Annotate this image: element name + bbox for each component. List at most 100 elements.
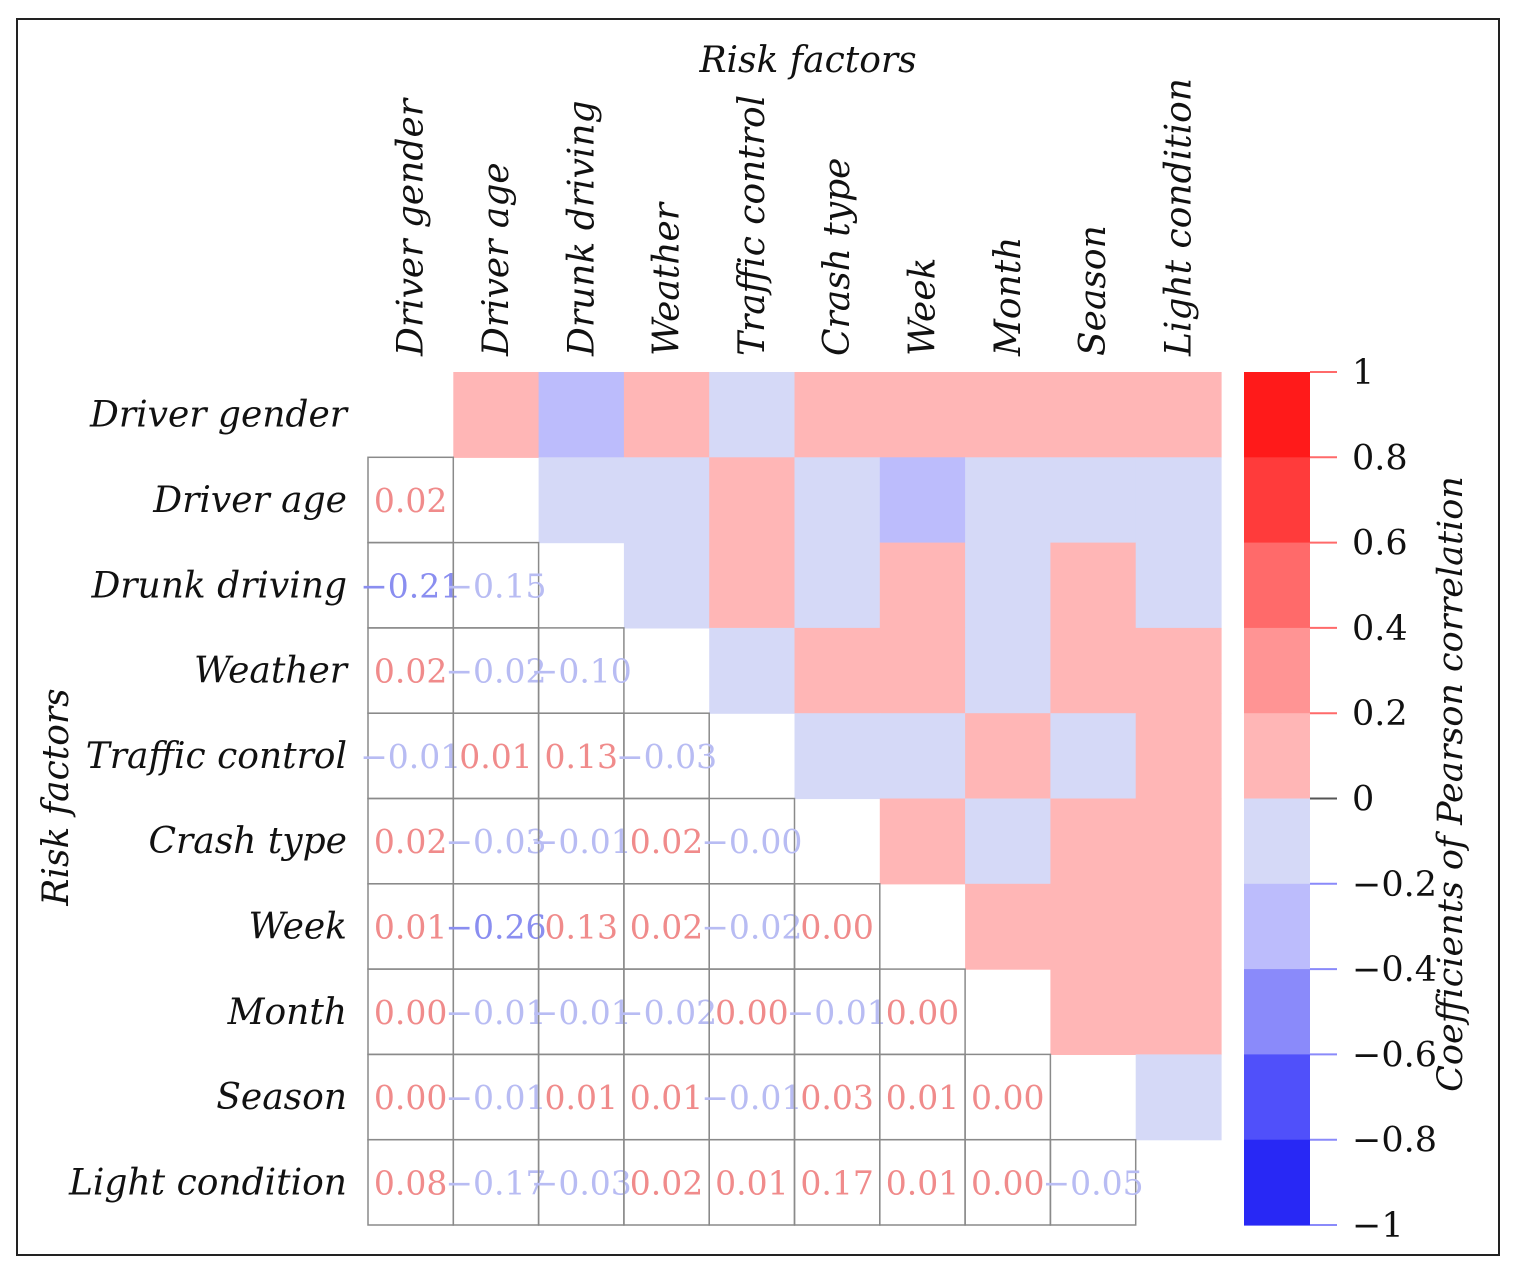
value-label: −0.03 [445,822,546,861]
row-label-drunk-driving: Drunk driving [90,565,347,606]
value-label: 0.01 [886,1163,959,1202]
value-label: 0.00 [800,907,873,946]
column-label-driver-gender: Driver gender [391,97,432,357]
heatmap-cell-crash-type-season [1050,798,1137,885]
heatmap-cell-driver-gender-crash-type [794,372,881,458]
heatmap-cell-drunk-driving-light-condition [1135,542,1222,629]
colorbar-tick-label: −0.8 [1352,1121,1437,1161]
value-label: −0.01 [531,822,632,861]
heatmap-cell-week-season [1050,883,1137,970]
value-label: 0.02 [374,481,447,520]
row-label-driver-gender: Driver gender [89,395,349,436]
column-label-weather: Weather [647,201,688,356]
value-label: −0.02 [445,652,546,691]
colorbar-tick-label: 0.4 [1352,609,1408,649]
value-label: 0.01 [374,907,447,946]
heatmap-cell-driver-age-season [1050,457,1137,544]
value-label: 0.03 [800,1078,873,1117]
heatmap-cell-driver-age-traffic-control [709,457,796,544]
value-label: −0.21 [360,566,461,605]
heatmap-cell-traffic-control-light-condition [1135,713,1222,800]
heatmap-cell-driver-age-week [879,457,966,544]
row-label-traffic-control: Traffic control [86,736,347,777]
value-label: −0.10 [531,652,632,691]
value-label: −0.02 [701,907,802,946]
heatmap-cell-driver-gender-month [965,372,1051,458]
value-label: 0.02 [374,652,447,691]
value-label: 0.00 [374,1078,447,1117]
value-label: 0.02 [374,822,447,861]
heatmap-cell-weather-light-condition [1135,627,1222,714]
column-label-month: Month [988,237,1029,357]
colorbar-tick-label: 0.6 [1352,524,1408,564]
value-label: 0.00 [886,993,959,1032]
colorbar-segment [1244,372,1310,458]
heatmap-cell-driver-gender-light-condition [1135,372,1222,458]
colorbar-tick-label: 1 [1352,353,1374,393]
heatmap-cell-traffic-control-season [1050,713,1137,800]
value-label: 0.02 [630,822,703,861]
value-label: −0.01 [787,993,888,1032]
value-label: 0.01 [886,1078,959,1117]
value-label: −0.02 [616,993,717,1032]
colorbar-tick-label: 0.2 [1352,694,1408,734]
value-cell-light-condition-season [1049,1138,1137,1226]
value-label: 0.00 [971,1163,1044,1202]
heatmap-cell-traffic-control-month [965,713,1051,800]
value-label: 0.01 [630,1078,703,1117]
heatmap-cell-drunk-driving-crash-type [794,542,881,629]
row-label-season: Season [216,1077,347,1118]
colorbar-label: Coefficients of Pearson correlation [1431,476,1471,1092]
heatmap-cell-crash-type-week [879,798,966,885]
heatmap-cell-weather-week [879,627,966,714]
value-label: −0.15 [445,566,546,605]
heatmap-cell-driver-age-drunk-driving [538,457,625,544]
value-label: −0.05 [1042,1163,1143,1202]
value-label: 0.08 [374,1163,447,1202]
colorbar-tick-label: −0.2 [1352,865,1437,905]
value-label: 0.00 [971,1078,1044,1117]
row-label-weather: Weather [194,651,349,692]
heatmap-cell-drunk-driving-month [965,542,1051,629]
heatmap-cell-drunk-driving-weather [623,542,710,629]
value-label: 0.01 [545,1078,618,1117]
heatmap-cell-weather-traffic-control [709,627,796,714]
row-label-crash-type: Crash type [149,821,347,862]
value-label: −0.01 [360,737,461,776]
value-label: 0.00 [715,993,788,1032]
colorbar-segment [1244,1054,1310,1141]
value-label: 0.13 [545,907,618,946]
colorbar-segment [1244,542,1310,629]
heatmap-cell-driver-gender-drunk-driving [538,372,625,458]
heatmap-cell-month-season [1050,969,1137,1055]
colorbar-tick-label: −0.4 [1352,950,1437,990]
value-label: −0.01 [445,1078,546,1117]
value-label: −0.00 [701,822,802,861]
colorbar-segment [1244,969,1310,1055]
heatmap-cell-drunk-driving-season [1050,542,1137,629]
heatmap-cell-crash-type-month [965,798,1051,885]
value-label: −0.03 [616,737,717,776]
value-label: −0.01 [701,1078,802,1117]
value-label: 0.02 [630,1163,703,1202]
chart-title: Risk factors [698,40,916,81]
value-label: −0.17 [445,1163,546,1202]
value-label: −0.26 [445,907,546,946]
value-label: 0.02 [630,907,703,946]
colorbar-segment [1244,627,1310,714]
heatmap-cell-driver-gender-season [1050,372,1137,458]
heatmap-cell-traffic-control-week [879,713,966,800]
heatmap-cell-week-light-condition [1135,883,1222,970]
value-label: −0.01 [531,993,632,1032]
heatmap-cell-traffic-control-crash-type [794,713,881,800]
value-label: 0.01 [715,1163,788,1202]
colorbar-tick-label: −0.6 [1352,1035,1437,1075]
column-label-season: Season [1073,225,1114,356]
heatmap-cell-driver-age-month [965,457,1051,544]
column-label-driver-age: Driver age [476,162,517,357]
heatmap-cell-week-month [965,883,1051,970]
colorbar-segment [1244,883,1310,970]
value-label: 0.01 [459,737,532,776]
value-label: 0.13 [545,737,618,776]
